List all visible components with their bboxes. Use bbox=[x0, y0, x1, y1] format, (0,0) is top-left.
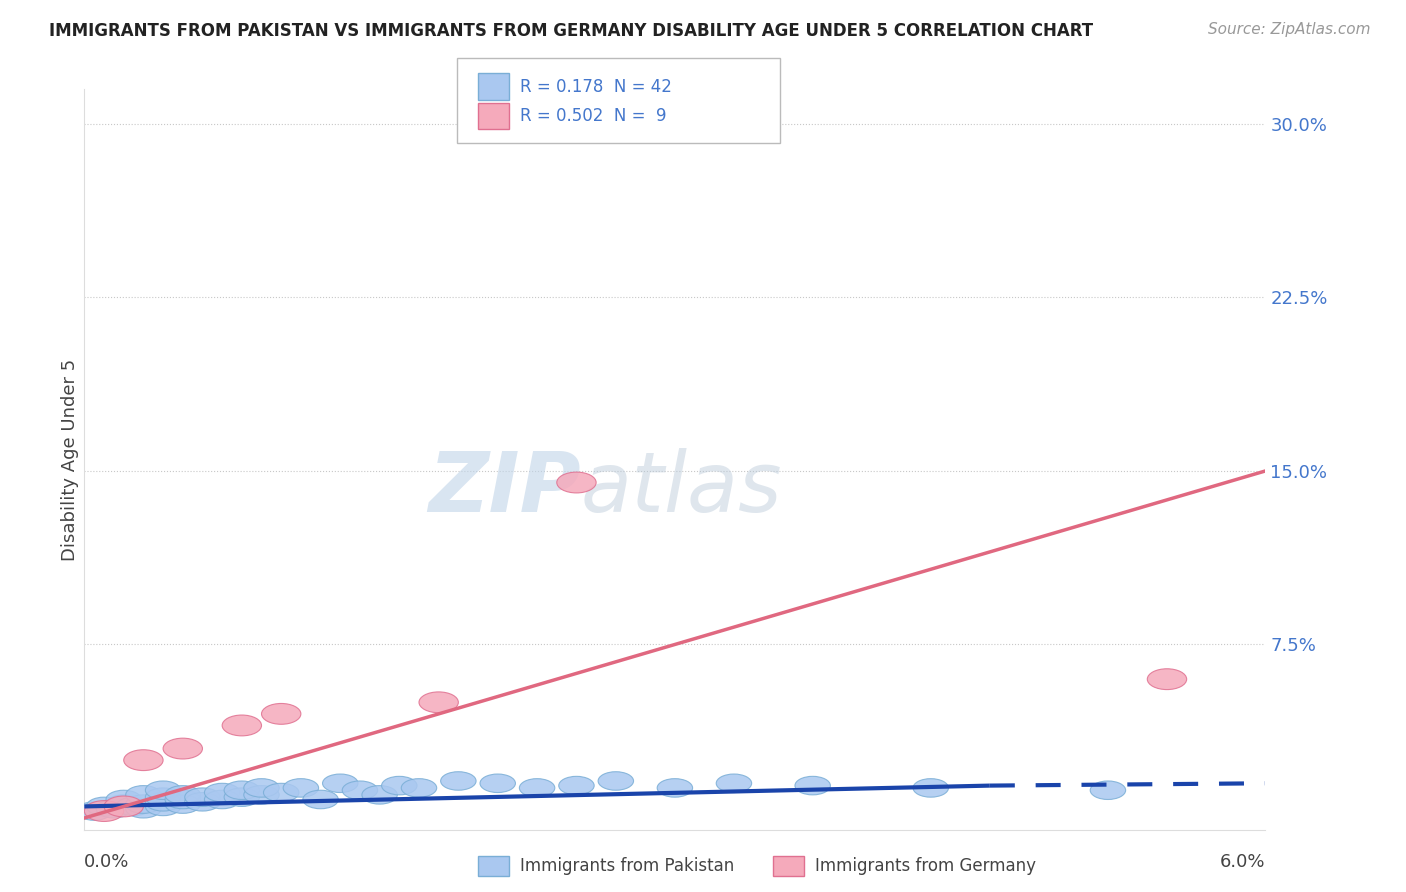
Ellipse shape bbox=[86, 797, 122, 815]
Ellipse shape bbox=[657, 779, 693, 797]
Y-axis label: Disability Age Under 5: Disability Age Under 5 bbox=[62, 359, 80, 560]
Ellipse shape bbox=[105, 795, 142, 814]
Ellipse shape bbox=[105, 790, 142, 809]
Text: Immigrants from Germany: Immigrants from Germany bbox=[815, 857, 1036, 875]
Text: Immigrants from Pakistan: Immigrants from Pakistan bbox=[520, 857, 734, 875]
Ellipse shape bbox=[76, 802, 112, 821]
Text: 0.0%: 0.0% bbox=[84, 854, 129, 871]
Ellipse shape bbox=[381, 776, 418, 795]
Ellipse shape bbox=[1147, 669, 1187, 690]
Ellipse shape bbox=[84, 801, 124, 822]
Ellipse shape bbox=[145, 788, 181, 806]
Ellipse shape bbox=[222, 715, 262, 736]
Ellipse shape bbox=[224, 788, 260, 806]
Ellipse shape bbox=[302, 790, 339, 809]
Ellipse shape bbox=[145, 797, 181, 815]
Ellipse shape bbox=[125, 795, 162, 814]
Ellipse shape bbox=[184, 793, 221, 811]
Ellipse shape bbox=[794, 776, 831, 795]
Ellipse shape bbox=[263, 783, 299, 802]
Text: IMMIGRANTS FROM PAKISTAN VS IMMIGRANTS FROM GERMANY DISABILITY AGE UNDER 5 CORRE: IMMIGRANTS FROM PAKISTAN VS IMMIGRANTS F… bbox=[49, 22, 1094, 40]
Ellipse shape bbox=[243, 786, 280, 804]
Text: ZIP: ZIP bbox=[427, 449, 581, 530]
Ellipse shape bbox=[342, 781, 378, 799]
Ellipse shape bbox=[557, 472, 596, 493]
Ellipse shape bbox=[401, 779, 437, 797]
Ellipse shape bbox=[96, 799, 132, 818]
Ellipse shape bbox=[558, 776, 595, 795]
Ellipse shape bbox=[165, 786, 201, 804]
Text: R = 0.502  N =  9: R = 0.502 N = 9 bbox=[520, 107, 666, 125]
Ellipse shape bbox=[262, 704, 301, 724]
Ellipse shape bbox=[184, 788, 221, 806]
Ellipse shape bbox=[224, 781, 260, 799]
Ellipse shape bbox=[163, 739, 202, 759]
Ellipse shape bbox=[204, 790, 240, 809]
Ellipse shape bbox=[125, 786, 162, 804]
Text: 6.0%: 6.0% bbox=[1220, 854, 1265, 871]
Ellipse shape bbox=[361, 786, 398, 804]
Ellipse shape bbox=[115, 797, 152, 815]
Ellipse shape bbox=[145, 793, 181, 811]
Ellipse shape bbox=[440, 772, 477, 790]
Ellipse shape bbox=[912, 779, 949, 797]
Ellipse shape bbox=[519, 779, 555, 797]
Ellipse shape bbox=[716, 774, 752, 793]
Ellipse shape bbox=[145, 781, 181, 799]
Ellipse shape bbox=[124, 750, 163, 771]
Ellipse shape bbox=[104, 796, 143, 817]
Ellipse shape bbox=[322, 774, 359, 793]
Ellipse shape bbox=[125, 799, 162, 818]
Ellipse shape bbox=[419, 692, 458, 713]
Ellipse shape bbox=[165, 790, 201, 809]
Text: atlas: atlas bbox=[581, 449, 782, 530]
Ellipse shape bbox=[1090, 781, 1126, 799]
Ellipse shape bbox=[479, 774, 516, 793]
Ellipse shape bbox=[204, 783, 240, 802]
Ellipse shape bbox=[243, 779, 280, 797]
Ellipse shape bbox=[165, 795, 201, 814]
Text: Source: ZipAtlas.com: Source: ZipAtlas.com bbox=[1208, 22, 1371, 37]
Ellipse shape bbox=[598, 772, 634, 790]
Ellipse shape bbox=[283, 779, 319, 797]
Text: R = 0.178  N = 42: R = 0.178 N = 42 bbox=[520, 78, 672, 95]
